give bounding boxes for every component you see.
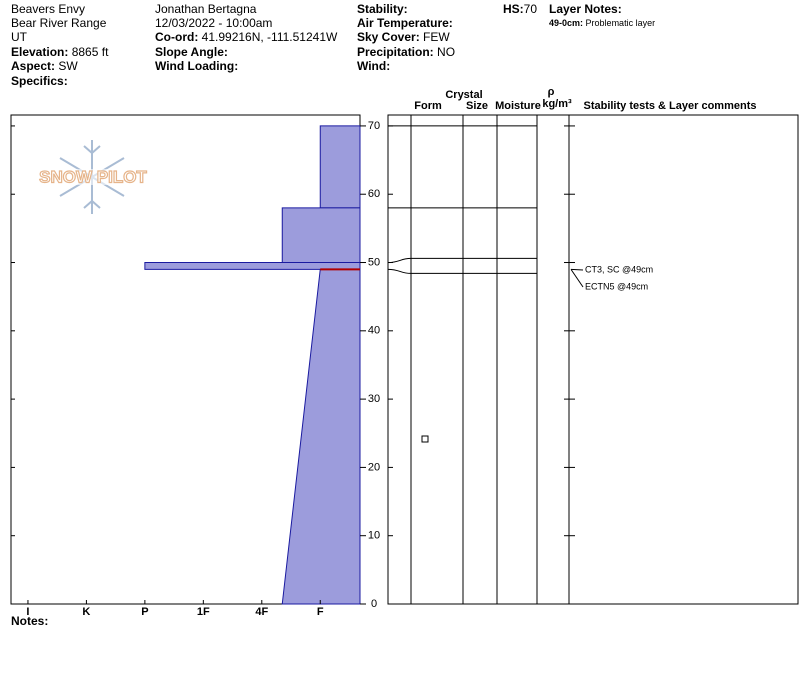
x-tick-label: 4F [255, 606, 268, 618]
logo-text: SNOW PILOT [39, 167, 147, 186]
site: Beavers Envy [11, 2, 85, 16]
x-tick-label: I [26, 606, 29, 618]
y-tick-label: 10 [368, 530, 380, 542]
connector [387, 268, 412, 274]
value: 70 [524, 2, 538, 16]
value: 41.99216N, -111.51241W [202, 30, 338, 44]
label: Precipitation: [357, 45, 434, 59]
layer [281, 268, 361, 605]
datetime: 12/03/2022 - 10:00am [155, 16, 272, 30]
label: HS: [503, 2, 524, 16]
value: FEW [423, 30, 450, 44]
layer-note: 49-0cm: Problematic layer [549, 18, 655, 28]
test-arrow [570, 268, 584, 271]
wind: Wind: [357, 59, 390, 73]
marker [421, 435, 429, 443]
hs: HS:70 [503, 2, 537, 16]
notes: Notes: [11, 614, 48, 628]
layer-notes: Layer Notes: [549, 2, 622, 16]
stability-test: CT3, SC @49cm [585, 264, 653, 274]
layer [144, 262, 361, 270]
layer [319, 125, 361, 209]
y-tick-label: 20 [368, 461, 380, 473]
y-tick-label: 50 [368, 256, 380, 268]
col-form: Form [414, 100, 442, 112]
x-tick-label: K [82, 606, 90, 618]
y-tick-label: 30 [368, 393, 380, 405]
stability-test: ECTN5 @49cm [585, 281, 648, 291]
test-arrow [570, 269, 584, 288]
y-tick-label: 40 [368, 325, 380, 337]
precipitation: Precipitation: NO [357, 45, 455, 59]
range: Bear River Range [11, 16, 107, 30]
stability: Stability: [357, 2, 408, 16]
x-tick-label: P [141, 606, 148, 618]
slope-angle: Slope Angle: [155, 45, 228, 59]
value: NO [437, 45, 455, 59]
x-tick-label: F [317, 606, 324, 618]
col-density: kg/m³ [542, 98, 572, 110]
specifics: Specifics: [11, 74, 68, 88]
col-rho: ρ [548, 86, 555, 98]
observer: Jonathan Bertagna [155, 2, 257, 16]
label: Sky Cover: [357, 30, 420, 44]
coord: Co-ord: 41.99216N, -111.51241W [155, 30, 338, 44]
elevation: Elevation: 8865 ft [11, 45, 109, 59]
label: Aspect: [11, 59, 55, 73]
text: Problematic layer [586, 18, 656, 28]
sky-cover: Sky Cover: FEW [357, 30, 450, 44]
air-temperature: Air Temperature: [357, 16, 453, 30]
x-tick-label: 1F [197, 606, 210, 618]
value: 8865 ft [72, 45, 109, 59]
y-tick-label: 0 [371, 598, 377, 610]
label: Co-ord: [155, 30, 198, 44]
y-tick-label: 70 [368, 120, 380, 132]
logo-bg [32, 169, 155, 185]
layer [281, 207, 361, 264]
state: UT [11, 30, 28, 44]
col-comments: Stability tests & Layer comments [583, 100, 756, 112]
col-size: Size [466, 100, 488, 112]
label: Elevation: [11, 45, 68, 59]
strat-columns [410, 115, 570, 604]
value: SW [58, 59, 78, 73]
connector [387, 257, 412, 264]
wind-loading: Wind Loading: [155, 59, 238, 73]
col-crystal: Crystal [445, 89, 482, 101]
aspect: Aspect: SW [11, 59, 78, 73]
strat-frame [387, 114, 799, 605]
col-moisture: Moisture [495, 100, 541, 112]
range: 49-0cm: [549, 18, 583, 28]
y-tick-label: 60 [368, 188, 380, 200]
